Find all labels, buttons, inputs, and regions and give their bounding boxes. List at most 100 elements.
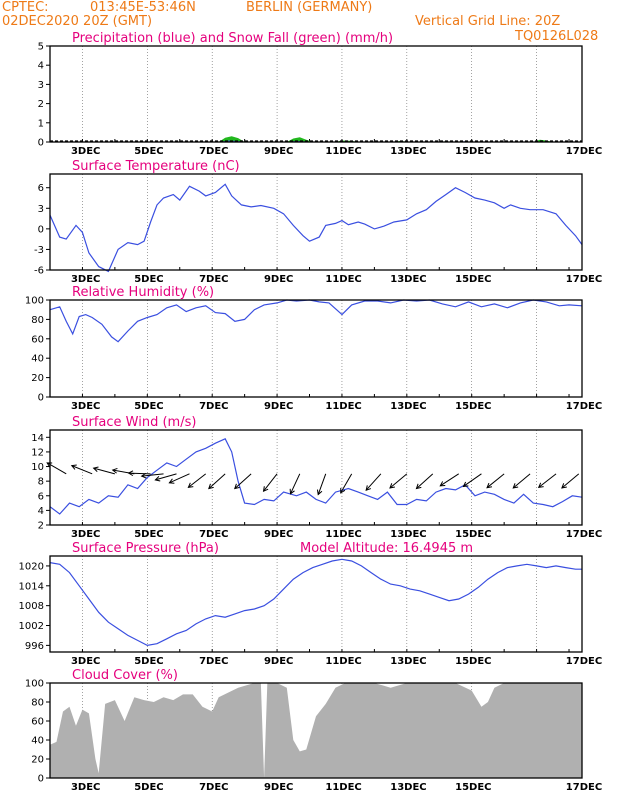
panel-title: Surface Wind (m/s) bbox=[72, 415, 196, 430]
x-tick-label: 5DEC bbox=[134, 529, 163, 540]
series-area-cloud-cover bbox=[50, 683, 582, 778]
x-tick-label: 13DEC bbox=[390, 274, 426, 285]
wind-arrow-head bbox=[127, 470, 134, 477]
wind-arrow-head bbox=[140, 472, 147, 479]
y-tick-label: 100 bbox=[25, 679, 44, 690]
wind-arrow bbox=[463, 473, 482, 487]
y-tick-label: 1002 bbox=[19, 621, 44, 632]
series-line-surface-temperature bbox=[49, 183, 583, 273]
x-tick-label: 11DEC bbox=[325, 401, 361, 412]
wind-arrow bbox=[188, 473, 207, 488]
panel-title: Relative Humidity (%) bbox=[72, 285, 214, 300]
series-line-surface-pressure bbox=[49, 558, 582, 647]
header-grid-note: Vertical Grid Line: 20Z bbox=[415, 14, 560, 29]
x-tick-label: 3DEC bbox=[71, 274, 100, 285]
series-line-surface-wind bbox=[49, 438, 583, 515]
header-source: CPTEC: bbox=[2, 0, 49, 15]
x-tick-label: 17DEC bbox=[566, 656, 602, 667]
y-tick-label: 996 bbox=[25, 641, 44, 652]
wind-arrow-head bbox=[92, 466, 99, 472]
panel-2: Surface Temperature (nC) -6 -3 0 3 6 3DEC 5DEC 7… bbox=[34, 159, 602, 285]
wind-arrow bbox=[538, 473, 557, 488]
wind-arrow-head bbox=[111, 467, 118, 474]
panel-4: Surface Wind (m/s) 2 4 6 8 10 12 14 3DEC 5DEC 7DEC… bbox=[31, 415, 602, 540]
y-tick-label: -6 bbox=[34, 266, 44, 277]
x-tick-label: 7DEC bbox=[199, 529, 228, 540]
wind-arrow bbox=[340, 473, 353, 494]
panel-frame bbox=[49, 682, 583, 779]
x-tick-label: 15DEC bbox=[455, 401, 491, 412]
wind-arrow-head bbox=[365, 485, 372, 491]
x-tick-label: 15DEC bbox=[455, 782, 491, 793]
x-tick-label: 13DEC bbox=[390, 529, 426, 540]
y-tick-label: 14 bbox=[31, 433, 44, 444]
panel-frame bbox=[49, 429, 583, 526]
y-tick-label: 3 bbox=[38, 204, 44, 215]
y-tick-label: 12 bbox=[31, 447, 44, 458]
series-area-snow-fall bbox=[50, 136, 553, 142]
y-tick-label: 6 bbox=[38, 491, 44, 502]
y-tick-label: 40 bbox=[31, 736, 44, 747]
panel-6: Cloud Cover (%) 0 20 40 60 80 100 3DEC 5DEC 7DEC 9… bbox=[25, 668, 602, 793]
wind-arrow-head bbox=[389, 483, 395, 489]
y-tick-label: 3 bbox=[38, 80, 44, 91]
wind-arrow bbox=[141, 473, 164, 477]
x-tick-label: 9DEC bbox=[264, 656, 293, 667]
x-tick-label: 5DEC bbox=[134, 274, 163, 285]
x-tick-label: 3DEC bbox=[71, 782, 100, 793]
x-tick-label: 13DEC bbox=[390, 656, 426, 667]
x-tick-label: 7DEC bbox=[199, 146, 228, 157]
panel-title: Cloud Cover (%) bbox=[72, 668, 178, 683]
panel-frame bbox=[49, 555, 583, 653]
wind-arrow bbox=[128, 472, 151, 475]
y-tick-label: 2 bbox=[38, 521, 44, 532]
x-tick-label: 11DEC bbox=[325, 274, 361, 285]
x-tick-label: 13DEC bbox=[390, 401, 426, 412]
panel-5: Surface Pressure (hPa) Model Altitude: 16… bbox=[19, 541, 603, 667]
wind-arrow bbox=[290, 473, 301, 494]
y-tick-label: 10 bbox=[31, 462, 44, 473]
y-tick-label: 4 bbox=[38, 61, 44, 72]
y-tick-label: 40 bbox=[31, 354, 44, 365]
x-tick-label: 5DEC bbox=[134, 401, 163, 412]
y-tick-label: 80 bbox=[31, 315, 44, 326]
wind-arrow-head bbox=[561, 483, 567, 489]
panel-title: Precipitation (blue) and Snow Fall (gree… bbox=[72, 31, 393, 46]
x-tick-label: 11DEC bbox=[325, 656, 361, 667]
x-tick-label: 15DEC bbox=[455, 656, 491, 667]
y-tick-label: 4 bbox=[38, 506, 44, 517]
wind-arrow-head bbox=[262, 486, 269, 493]
y-tick-label: 0 bbox=[38, 393, 44, 404]
x-tick-label: 3DEC bbox=[71, 656, 100, 667]
x-tick-label: 9DEC bbox=[264, 146, 293, 157]
wind-arrow-head bbox=[439, 481, 446, 487]
wind-arrow-head bbox=[208, 483, 214, 490]
wind-arrow bbox=[169, 473, 190, 484]
panel-frame bbox=[49, 45, 583, 143]
panel-title: Surface Pressure (hPa) bbox=[72, 541, 219, 556]
wind-arrow-head bbox=[316, 489, 323, 496]
x-tick-label: 17DEC bbox=[566, 401, 602, 412]
x-tick-label: 5DEC bbox=[134, 146, 163, 157]
x-tick-label: 7DEC bbox=[199, 656, 228, 667]
header-location: BERLIN (GERMANY) bbox=[246, 0, 372, 15]
x-tick-label: 11DEC bbox=[325, 529, 361, 540]
header-run: 02DEC2020 20Z (GMT) bbox=[2, 14, 152, 29]
x-tick-label: 17DEC bbox=[566, 146, 602, 157]
wind-arrow-head bbox=[415, 483, 422, 490]
wind-arrow bbox=[512, 473, 531, 489]
wind-arrow bbox=[263, 473, 278, 492]
x-tick-label: 5DEC bbox=[134, 782, 163, 793]
x-tick-label: 15DEC bbox=[455, 146, 491, 157]
wind-arrow bbox=[93, 467, 116, 475]
x-tick-label: 3DEC bbox=[71, 401, 100, 412]
panel-1: Precipitation (blue) and Snow Fall (gree… bbox=[38, 31, 603, 157]
panel-frame bbox=[49, 299, 583, 398]
x-tick-label: 9DEC bbox=[264, 274, 293, 285]
series-line-relative-humidity bbox=[49, 299, 583, 343]
x-tick-label: 11DEC bbox=[325, 146, 361, 157]
y-tick-label: 2 bbox=[38, 99, 44, 110]
y-tick-label: 60 bbox=[31, 717, 44, 728]
model-altitude-label: Model Altitude: 16.4945 m bbox=[300, 541, 473, 556]
wind-arrow-head bbox=[537, 482, 544, 489]
